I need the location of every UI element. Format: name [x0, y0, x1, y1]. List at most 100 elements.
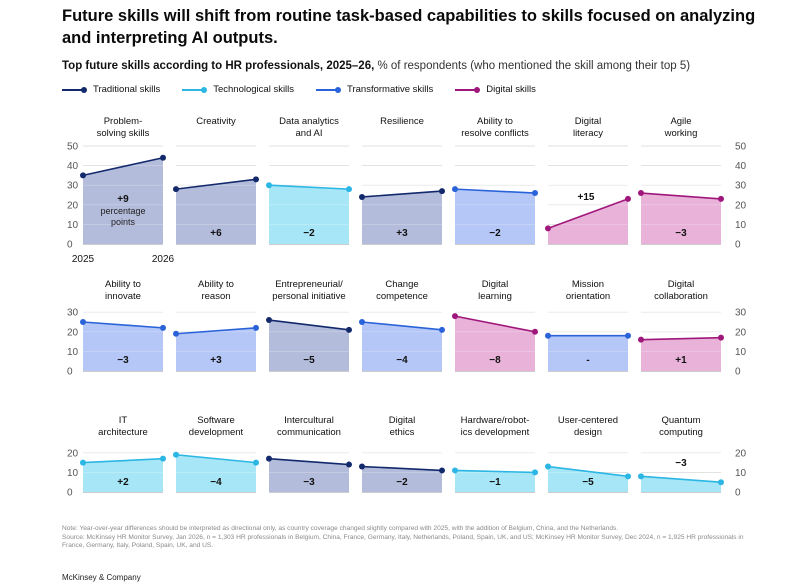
- data-point-2025: [638, 190, 644, 197]
- area-fill: [641, 476, 721, 492]
- data-point-2025: [266, 182, 272, 189]
- panel-title: literacy: [573, 128, 603, 139]
- delta-label: −3: [675, 228, 687, 239]
- data-point-2026: [346, 186, 352, 193]
- panel-title: Resilience: [380, 116, 424, 127]
- series-line: [175, 453, 257, 464]
- panel-title: reason: [201, 291, 230, 302]
- series-line: [268, 184, 350, 190]
- y-tick-label-right: 20: [735, 200, 747, 211]
- series-line: [640, 475, 722, 483]
- data-point-2025: [545, 332, 551, 339]
- data-point-2026: [160, 154, 166, 161]
- y-tick-label-right: 40: [735, 161, 747, 172]
- data-point-2026: [160, 324, 166, 331]
- y-tick-label-right: 50: [735, 142, 747, 153]
- y-tick-label-right: 0: [735, 240, 741, 251]
- note-text: Note: Year-over-year differences should …: [62, 525, 619, 532]
- panel-title: Quantum: [661, 415, 700, 426]
- series-line: [82, 156, 164, 177]
- data-point-2026: [718, 479, 724, 486]
- panel-title: personal initiative: [272, 291, 345, 302]
- y-tick-label-right: 30: [735, 308, 747, 319]
- panel-title: and AI: [296, 128, 323, 139]
- panel-title: Change: [385, 279, 418, 290]
- y-tick-label-left: 0: [67, 240, 73, 251]
- area-fill: [83, 322, 163, 371]
- area-fill: [269, 320, 349, 371]
- panel-title: design: [574, 427, 602, 438]
- data-point-2026: [625, 195, 631, 202]
- data-point-2026: [253, 459, 259, 466]
- delta-label: −2: [396, 477, 408, 488]
- legend-swatch-digital: [455, 86, 481, 93]
- legend-label-technological: Technological skills: [213, 84, 295, 95]
- panel-title: Digital: [482, 279, 508, 290]
- delta-label: −1: [489, 477, 501, 488]
- series-line: [82, 321, 164, 329]
- delta-label: +9: [117, 194, 129, 205]
- series-line: [268, 457, 350, 466]
- y-tick-label-left: 20: [67, 200, 79, 211]
- area-fill: [176, 327, 256, 371]
- data-point-2025: [545, 225, 551, 232]
- y-tick-label-left: 10: [67, 468, 79, 479]
- x-tick-label-2025: 2025: [72, 254, 95, 265]
- panel-title: architecture: [98, 427, 148, 438]
- series-line: [640, 336, 722, 341]
- panel-title: development: [189, 427, 244, 438]
- subtitle-bold: Top future skills according to HR profes…: [62, 60, 375, 72]
- y-tick-label-left: 10: [67, 347, 79, 358]
- panel-title: Digital: [389, 415, 415, 426]
- data-point-2025: [638, 473, 644, 480]
- y-tick-label-right: 0: [735, 367, 741, 378]
- series-line: [454, 188, 536, 194]
- legend-swatch-transformative: [316, 86, 342, 93]
- series-line: [268, 319, 350, 331]
- y-tick-label-right: 10: [735, 220, 747, 231]
- series-line: [454, 469, 536, 474]
- y-tick-label-left: 40: [67, 161, 79, 172]
- source-text: Source: McKinsey HR Monitor Survey, Jan …: [62, 533, 744, 550]
- y-tick-label-left: 30: [67, 308, 79, 319]
- panel-title: resolve conflicts: [461, 128, 529, 139]
- delta-label: −4: [396, 355, 408, 366]
- data-point-2025: [80, 172, 86, 179]
- data-point-2025: [452, 186, 458, 193]
- panel-title: Hardware/robot-: [461, 415, 530, 426]
- data-point-2025: [266, 455, 272, 462]
- panel-title: solving skills: [97, 128, 150, 139]
- area-fill: [548, 198, 628, 244]
- subtitle-rest: % of respondents (who mentioned the skil…: [374, 60, 691, 72]
- delta-label: +2: [117, 477, 129, 488]
- area-fill: [548, 335, 628, 371]
- series-line: [361, 321, 443, 331]
- data-point-2025: [173, 451, 179, 458]
- data-point-2026: [625, 473, 631, 480]
- panel-title: Data analytics: [279, 116, 339, 127]
- panel-title: Digital: [575, 116, 601, 127]
- data-point-2025: [452, 467, 458, 474]
- panel-title: User-centered: [558, 415, 618, 426]
- delta-label: -: [586, 355, 589, 366]
- series-line: [82, 457, 164, 464]
- panel-title: computing: [659, 427, 703, 438]
- data-point-2026: [718, 195, 724, 202]
- brand-footer: McKinsey & Company: [62, 573, 141, 582]
- panel-title: Entrepreneurial/: [275, 279, 343, 290]
- panel-title: Ability to: [198, 279, 234, 290]
- y-tick-label-right: 20: [735, 327, 747, 338]
- panel-title: IT: [119, 415, 128, 426]
- y-tick-label-left: 0: [67, 488, 73, 499]
- area-fill: [362, 191, 442, 244]
- area-fill: [269, 458, 349, 492]
- delta-label: −2: [489, 228, 501, 239]
- panel-title: working: [664, 128, 698, 139]
- series-line: [361, 190, 443, 198]
- panel-title: collaboration: [654, 291, 708, 302]
- chart-subtitle: Top future skills according to HR profes…: [62, 60, 690, 72]
- data-point-2026: [253, 324, 259, 331]
- y-tick-label-right: 10: [735, 347, 747, 358]
- data-point-2026: [346, 461, 352, 468]
